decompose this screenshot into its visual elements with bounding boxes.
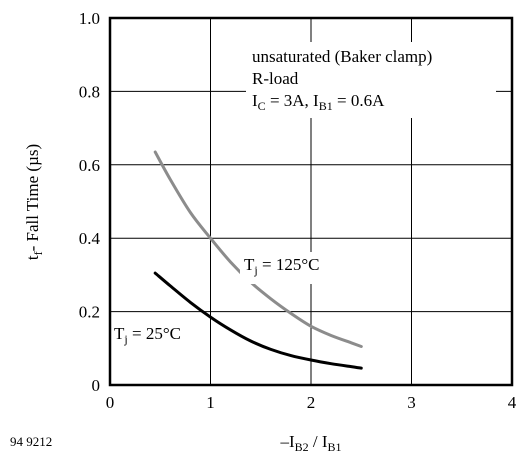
x-tick-label: 3: [407, 393, 416, 412]
y-tick-label: 0.8: [79, 82, 100, 101]
x-tick-label: 4: [508, 393, 517, 412]
x-tick-labels: 0 1 2 3 4: [106, 393, 517, 412]
conditions-line-3: IC = 3A, IB1 = 0.6A: [252, 91, 385, 113]
x-axis-label: –IB2 / IB1: [279, 432, 341, 454]
series-label-25-background: [112, 318, 204, 352]
x-tick-label: 2: [307, 393, 316, 412]
y-tick-label: 0.2: [79, 303, 100, 322]
y-tick-label: 1.0: [79, 9, 100, 28]
figure-id: 94 9212: [10, 434, 52, 449]
conditions-background: [246, 42, 496, 118]
x-tick-label: 1: [206, 393, 215, 412]
y-tick-label: 0.6: [79, 156, 100, 175]
series-line-125c: [153, 150, 363, 348]
y-tick-label: 0: [92, 376, 101, 395]
series-lines: [153, 150, 363, 370]
y-tick-label: 0.4: [79, 229, 101, 248]
conditions-line-2: R-load: [252, 69, 299, 88]
y-axis-label: tf- Fall Time (µs): [23, 144, 45, 260]
series-label-25: Tj = 25°C: [114, 324, 181, 346]
series-label-125-background: [240, 252, 350, 284]
y-tick-labels: 0 0.2 0.4 0.6 0.8 1.0: [79, 9, 101, 395]
plot-frame: [108, 16, 514, 387]
conditions-line-1: unsaturated (Baker clamp): [252, 47, 432, 66]
x-tick-label: 0: [106, 393, 115, 412]
series-label-125: Tj = 125°C: [244, 255, 319, 277]
series-line-25c: [153, 271, 363, 370]
